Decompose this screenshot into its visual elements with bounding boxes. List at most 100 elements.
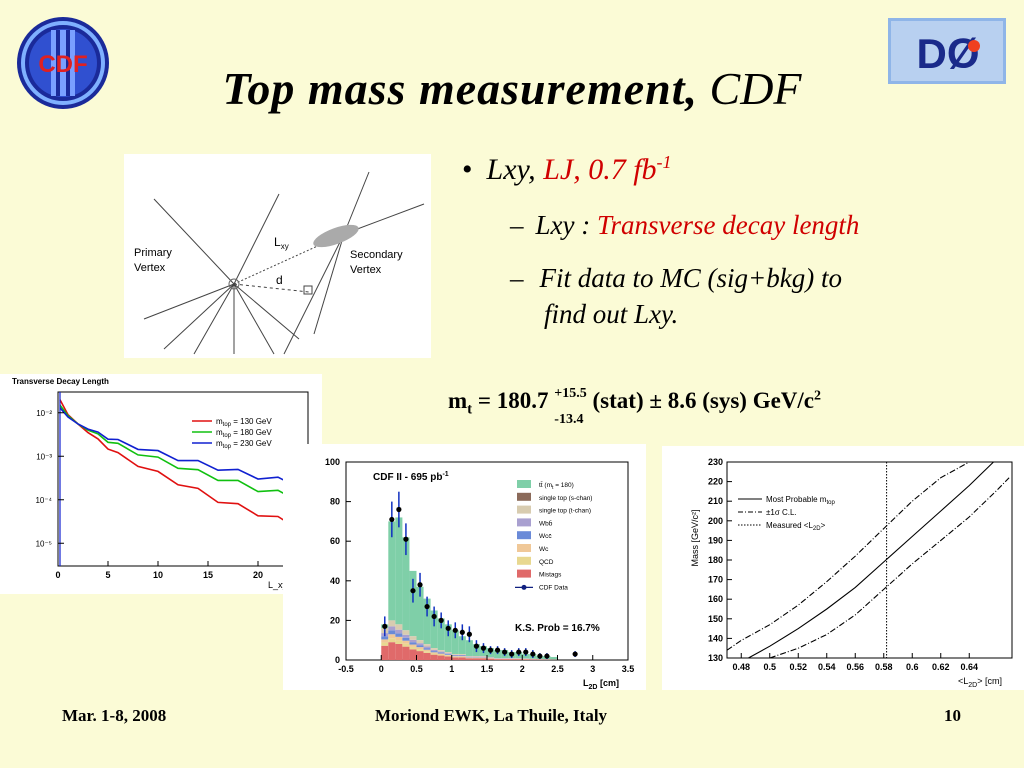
chart2-data-point [487,647,494,653]
title-script: Top mass measurement, [222,63,699,114]
chart3-xtick-label: 0.56 [846,662,864,672]
chart2-bar-ttbar [416,586,424,641]
chart3-series-line [726,461,970,651]
chart2-bar-background [381,645,389,660]
chart2-data-point [424,603,430,610]
chart2-data-point [382,623,388,629]
chart2-bar-background [402,637,410,641]
chart2-bar-background [416,649,424,652]
chart2-bar-background [395,640,403,644]
chart2-bar-ttbar [451,630,459,655]
chart3-ylabel: Mass [GeV/c²] [690,509,700,566]
chart2-legend-swatch [517,518,531,527]
chart2-bar-ttbar [437,618,445,651]
chart2-bar-background [508,659,516,660]
chart1-xtick-label: 5 [105,570,110,580]
chart2-bar-background [416,645,424,648]
chart2-legend-label: CDF Data [539,584,568,591]
footer-page: 10 [944,706,961,725]
main-bullet: • Lxy, LJ, 0.7 fb-1 [462,152,672,186]
chart2-legend-label: Mistags [539,572,562,579]
chart1-series-line [59,399,309,531]
d0-logo: DØ [888,18,1006,84]
chart2-data-point [544,653,550,659]
chart1-xtick-label: 0 [55,570,60,580]
chart2-xlabel: L2D [cm] [583,678,619,690]
chart2-bar-background [402,646,410,660]
chart2-xtick-label: 3 [590,664,595,674]
mass-calibration-chart: 0.48 0.5 0.52 0.54 0.56 0.58 0.6 0.62 0.64 130 140… [662,446,1024,690]
cdf-logo: CDF [14,14,112,112]
chart2-legend-label: Wc [539,546,549,553]
chart2-bar-ttbar [458,636,466,655]
sub-bullet-2: – Fit data to MC (sig+bkg) to find out Lx… [510,263,842,329]
slide-title: Top mass measurement, CDF [0,62,1024,115]
chart3-legend-label: ±1σ C.L. [766,508,797,517]
chart2-bar-ttbar [388,521,396,621]
svg-text:Vertex: Vertex [134,262,166,274]
chart3-xtick-label: 0.64 [960,662,978,672]
chart2-legend-swatch [517,556,531,565]
chart2-bar-background [451,654,459,656]
sub-bullet-1: – Lxy : Transverse decay length [510,210,860,240]
chart2-bar-background [402,640,410,644]
chart2-bar-background [381,642,389,646]
chart2-xtick-label: 2.5 [551,664,564,674]
chart3-xtick-label: 0.48 [732,662,750,672]
chart2-bar-background [444,654,452,655]
chart2-ytick-label: 80 [330,497,340,507]
chart2-ytick-label: 20 [330,615,340,625]
chart2-bar-background [458,654,466,655]
chart2-data-point [452,627,458,633]
svg-text:DØ: DØ [917,30,980,77]
chart2-bar-background [409,646,417,650]
svg-text:Primary: Primary [134,247,172,259]
chart3-xtick-label: 0.6 [906,662,919,672]
chart3-ytick-label: 140 [708,633,723,643]
chart2-bar-background [451,654,459,655]
chart2-bar-background [437,652,445,654]
chart2-data-point [459,629,465,635]
chart2-bar-background [423,644,431,647]
chart2-legend-label: Wcc̄ [539,533,552,540]
chart2-bar-background [472,656,480,657]
chart2-bar-ttbar [550,657,558,660]
mass-result: mt = 180.7 +15.5 -13.4 (stat) ± 8.6 (sys)… [448,385,822,427]
chart2-xtick-label: 1 [449,664,454,674]
chart2-data-point [389,516,395,523]
chart2-bar-background [395,629,403,634]
chart2-bar-background [515,659,523,660]
chart2-bar-background [388,634,396,639]
chart2-annotation: K.S. Prob = 16.7% [515,623,600,634]
chart2-bar-background [487,658,495,660]
footer-date: Mar. 1-8, 2008 [62,706,167,725]
chart2-bar-background [444,653,452,655]
chart2-legend-label: QCD [539,559,554,566]
chart2-legend-label: Wbb̄ [539,519,553,527]
chart2-bar-background [388,638,396,643]
chart2-xtick-label: 2 [520,664,525,674]
chart2-bar-background [416,643,424,646]
chart2-xtick-label: -0.5 [338,664,354,674]
chart2-bar-background [451,657,459,660]
chart2-bar-background [409,642,417,645]
chart3-xtick-label: 0.54 [818,662,836,672]
chart2-data-point [530,651,536,657]
chart3-ytick-label: 220 [708,477,723,487]
chart2-bar-background [409,636,417,640]
chart2-legend-label: tt̄ (mt = 180) [539,481,574,491]
svg-text:CDF: CDF [38,51,87,78]
chart2-bar-background [409,649,417,660]
chart2-legend-label: single top (t-chan) [539,508,591,515]
chart3-series-line [769,477,1010,659]
chart2-bar-background [430,649,438,652]
chart2-bar-ttbar [465,640,473,657]
chart2-bar-background [430,651,438,653]
chart2-bar-background [423,646,431,649]
chart1-legend-label: mtop = 180 GeV [216,428,272,439]
chart2-bar-background [388,630,396,635]
chart2-bar-background [444,655,452,657]
chart2-legend-swatch [517,544,531,552]
chart2-bar-background [501,659,509,660]
chart1-legend-label: mtop = 130 GeV [216,417,272,428]
